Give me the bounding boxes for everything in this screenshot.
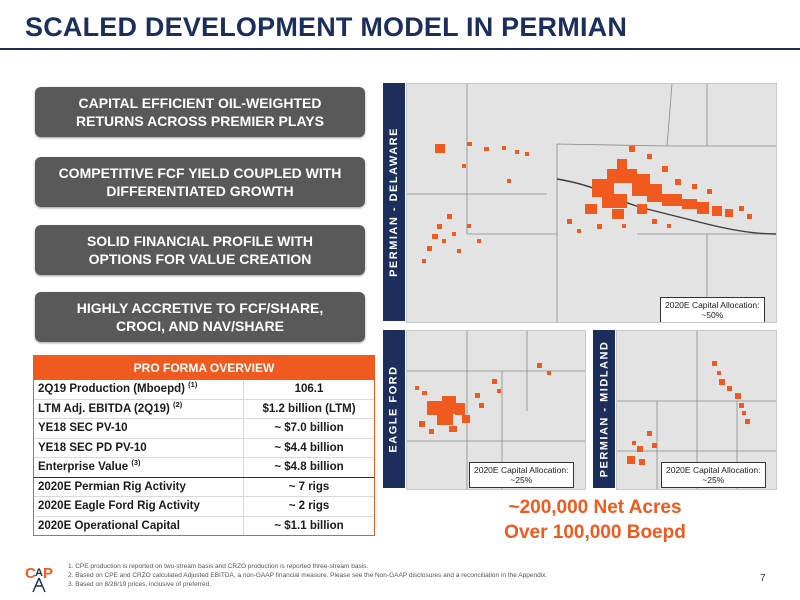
table-row: 2020E Eagle Ford Rig Activity ~ 2 rigs: [34, 496, 374, 516]
row-value: ~ $4.4 billion: [274, 441, 344, 454]
pill-text: CAPITAL EFFICIENT OIL-WEIGHTED RETURNS A…: [76, 95, 324, 129]
map-label-delaware: PERMIAN - DELAWARE: [383, 83, 405, 321]
pro-forma-table: PRO FORMA OVERVIEW 2Q19 Production (Mboe…: [33, 355, 375, 536]
acreage-summary: ~200,000 Net Acres Over 100,000 Boepd: [460, 495, 730, 545]
row-value: ~ 7 rigs: [288, 480, 330, 493]
row-value: $1.2 billion (LTM): [262, 402, 356, 415]
company-logo: C A P: [22, 560, 56, 599]
footnote: 2. Based on CPE and CRZO calculated Adju…: [68, 572, 548, 579]
row-label: YE18 SEC PD PV-10: [34, 438, 244, 457]
table-row: LTM Adj. EBITDA (2Q19) (2) $1.2 billion (…: [34, 398, 374, 418]
map-midland: 2020E Capital Allocation: ~25%: [616, 330, 777, 490]
map-label-eagle-ford: EAGLE FORD: [383, 330, 405, 488]
map-eagle-ford: 2020E Capital Allocation: ~25%: [406, 330, 586, 490]
svg-text:C: C: [25, 565, 36, 582]
row-value: ~ $4.8 billion: [274, 461, 344, 473]
table-row: 2020E Operational Capital ~ $1.1 billion: [34, 515, 374, 535]
highlight-pill-accretive: HIGHLY ACCRETIVE TO FCF/SHARE, CROCI, AN…: [35, 292, 365, 342]
highlight-pill-financial-profile: SOLID FINANCIAL PROFILE WITH OPTIONS FOR…: [35, 225, 365, 275]
table-row: 2020E Permian Rig Activity ~ 7 rigs: [34, 476, 374, 496]
row-label: 2020E Permian Rig Activity: [34, 477, 244, 496]
production-text: Over 100,000 Boepd: [504, 522, 686, 543]
midland-capital-allocation: 2020E Capital Allocation: ~25%: [661, 462, 766, 488]
svg-text:P: P: [43, 565, 53, 582]
page-number: 7: [760, 573, 766, 584]
table-row: YE18 SEC PD PV-10 ~ $4.4 billion: [34, 437, 374, 457]
eagle-ford-capital-allocation: 2020E Capital Allocation: ~25%: [469, 462, 574, 488]
table-header: PRO FORMA OVERVIEW: [34, 356, 374, 380]
row-label: YE18 SEC PV-10: [34, 419, 244, 438]
table-row: Enterprise Value (3) ~ $4.8 billion: [34, 457, 374, 477]
eagle-ford-acreage-map: [407, 331, 585, 489]
row-label: 2020E Operational Capital: [34, 516, 244, 535]
pill-text: SOLID FINANCIAL PROFILE WITH OPTIONS FOR…: [86, 233, 314, 267]
row-value: 106.1: [294, 383, 324, 395]
footnote: 1. CPE production is reported on two-str…: [68, 563, 369, 570]
row-label: 2Q19 Production (Mboepd) (1): [34, 380, 244, 399]
row-label: Enterprise Value (3): [34, 458, 244, 477]
table-row: YE18 SEC PV-10 ~ $7.0 billion: [34, 418, 374, 438]
net-acres-text: ~200,000 Net Acres: [508, 497, 682, 518]
row-value: ~ 2 rigs: [288, 500, 330, 512]
row-value: ~ $7.0 billion: [274, 422, 344, 434]
footnote: 3. Based on 8/28/19 prices, inclusive of…: [68, 581, 212, 588]
svg-text:A: A: [35, 567, 43, 579]
highlight-pill-fcf-yield: COMPETITIVE FCF YIELD COUPLED WITH DIFFE…: [35, 157, 365, 207]
title-rule: [0, 48, 800, 50]
footnotes: 1. CPE production is reported on two-str…: [68, 562, 547, 589]
cap-logo-icon: C A P: [25, 565, 53, 593]
row-label: 2020E Eagle Ford Rig Activity: [34, 497, 244, 516]
pill-text: HIGHLY ACCRETIVE TO FCF/SHARE, CROCI, AN…: [76, 300, 324, 334]
page-title: SCALED DEVELOPMENT MODEL IN PERMIAN: [25, 12, 628, 42]
row-label: LTM Adj. EBITDA (2Q19) (2): [34, 399, 244, 418]
row-value: ~ $1.1 billion: [274, 519, 344, 532]
table-row: 2Q19 Production (Mboepd) (1) 106.1: [34, 380, 374, 399]
map-label-midland: PERMIAN - MIDLAND: [593, 330, 615, 488]
map-delaware: 2020E Capital Allocation: ~50%: [406, 83, 777, 323]
delaware-capital-allocation: 2020E Capital Allocation: ~50%: [660, 297, 765, 322]
highlight-pill-capital-efficient: CAPITAL EFFICIENT OIL-WEIGHTED RETURNS A…: [35, 87, 365, 137]
delaware-acreage-map: [407, 84, 776, 322]
pill-text: COMPETITIVE FCF YIELD COUPLED WITH DIFFE…: [58, 165, 342, 199]
